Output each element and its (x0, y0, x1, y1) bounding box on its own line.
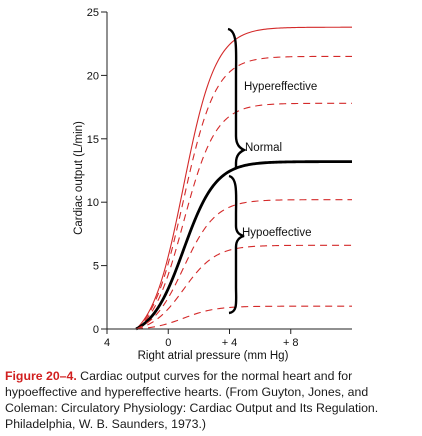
y-tick-label: 15 (87, 134, 99, 146)
curve-normal (135, 160, 352, 331)
hypoeffective-brace (228, 174, 245, 315)
y-tick-label: 5 (93, 261, 99, 273)
y-tick-label: 25 (87, 7, 99, 19)
curve-3 (135, 102, 352, 330)
annotation-hypoeffective: Hypoeffective (242, 227, 311, 239)
hypereffective-brace (227, 27, 247, 168)
x-tick-label: 4 (104, 337, 110, 349)
curve-1 (135, 26, 352, 330)
x-axis-title: Right atrial pressure (mm Hg) (138, 350, 289, 362)
annotation-normal: Normal (245, 142, 282, 154)
y-tick-label: 10 (87, 197, 99, 209)
figure-caption: Figure 20–4. Cardiac output curves for t… (5, 368, 419, 432)
curve-7 (136, 305, 352, 330)
y-tick-label: 0 (93, 324, 99, 336)
y-axis-title: Cardiac output (L/min) (73, 121, 85, 235)
curve-2 (135, 55, 352, 330)
annotation-hypereffective: Hypereffective (244, 81, 317, 93)
curve-5 (135, 199, 352, 330)
x-tick-label: + 4 (222, 337, 238, 349)
x-tick-label: + 8 (283, 337, 299, 349)
x-tick-label: 0 (165, 337, 171, 349)
y-tick-label: 20 (87, 70, 99, 82)
figure-label: Figure 20–4. (5, 369, 77, 383)
figure-caption-text: Cardiac output curves for the normal hea… (5, 369, 379, 431)
